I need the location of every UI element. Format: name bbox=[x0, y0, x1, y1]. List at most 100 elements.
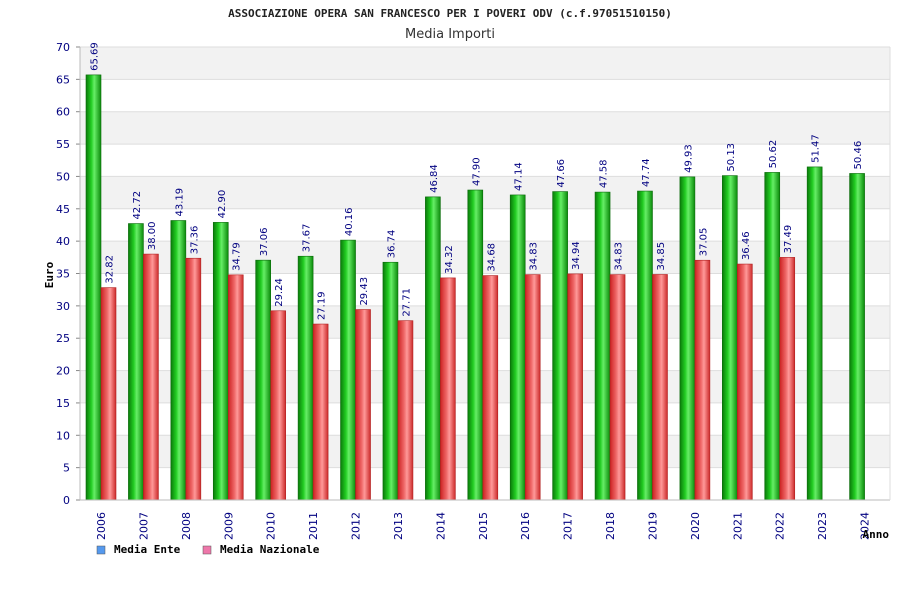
bar-media-ente-2015 bbox=[467, 189, 484, 501]
plot-band bbox=[80, 144, 890, 177]
data-label-media-ente-2023: 51.47 bbox=[811, 134, 822, 163]
y-tick-label: 25 bbox=[56, 332, 70, 345]
y-tick-label: 0 bbox=[63, 494, 70, 507]
data-label-media-nazionale-2020: 37.05 bbox=[698, 228, 709, 257]
data-label-media-nazionale-2013: 27.71 bbox=[401, 288, 412, 317]
bar-media-nazionale-2013 bbox=[397, 320, 414, 501]
y-axis-title: Euro bbox=[43, 261, 56, 288]
bar-media-ente-2019 bbox=[637, 190, 653, 501]
bar-media-nazionale-2008 bbox=[185, 257, 202, 501]
data-label-media-ente-2006: 65.69 bbox=[89, 42, 100, 71]
bar-media-ente-2006 bbox=[85, 74, 102, 501]
y-tick-label: 45 bbox=[56, 203, 70, 216]
x-tick-label-2011: 2011 bbox=[307, 512, 320, 540]
plot-band bbox=[80, 47, 890, 80]
bar-media-ente-2014 bbox=[425, 196, 441, 501]
bar-media-ente-2007 bbox=[128, 223, 144, 501]
x-tick-label-2008: 2008 bbox=[180, 512, 193, 540]
bar-media-nazionale-2016 bbox=[524, 274, 541, 501]
bar-media-nazionale-2007 bbox=[143, 253, 159, 501]
data-label-media-ente-2022: 50.62 bbox=[768, 140, 779, 169]
data-label-media-nazionale-2012: 29.43 bbox=[359, 277, 370, 306]
legend-swatch-media-nazionale bbox=[202, 545, 212, 555]
legend-swatch-media-ente bbox=[96, 545, 106, 555]
data-label-media-ente-2020: 49.93 bbox=[683, 144, 694, 173]
data-label-media-nazionale-2015: 34.68 bbox=[486, 243, 497, 272]
data-label-media-ente-2011: 37.67 bbox=[302, 224, 313, 253]
data-label-media-nazionale-2016: 34.83 bbox=[529, 242, 540, 271]
bar-media-ente-2010 bbox=[255, 259, 271, 501]
x-tick-label-2023: 2023 bbox=[816, 512, 829, 540]
x-tick-label-2015: 2015 bbox=[477, 512, 490, 540]
y-tick-label: 15 bbox=[56, 397, 70, 410]
x-tick-label-2012: 2012 bbox=[350, 512, 363, 540]
y-tick-label: 60 bbox=[56, 106, 70, 119]
plot-band bbox=[80, 176, 890, 209]
bar-media-ente-2021 bbox=[722, 175, 738, 501]
data-label-media-nazionale-2008: 37.36 bbox=[189, 226, 200, 255]
bar-media-nazionale-2015 bbox=[482, 275, 499, 501]
bar-media-nazionale-2020 bbox=[694, 259, 711, 501]
axes bbox=[79, 47, 891, 501]
bar-media-ente-2017 bbox=[552, 191, 568, 501]
bar-media-ente-2020 bbox=[679, 176, 696, 501]
bar-media-nazionale-2014 bbox=[440, 277, 456, 501]
data-label-media-ente-2016: 47.14 bbox=[514, 162, 525, 191]
data-label-media-ente-2018: 47.58 bbox=[599, 159, 610, 188]
y-tick-label: 70 bbox=[56, 41, 70, 54]
x-tick-label-2007: 2007 bbox=[137, 512, 150, 540]
data-label-media-nazionale-2006: 32.82 bbox=[105, 255, 116, 284]
x-tick-label-2010: 2010 bbox=[265, 512, 278, 540]
bar-media-nazionale-2019 bbox=[652, 274, 668, 501]
chart-title: ASSOCIAZIONE OPERA SAN FRANCESCO PER I P… bbox=[228, 7, 672, 20]
data-label-media-ente-2019: 47.74 bbox=[641, 158, 652, 187]
data-label-media-nazionale-2022: 37.49 bbox=[783, 225, 794, 254]
data-label-media-nazionale-2019: 34.85 bbox=[656, 242, 667, 271]
data-label-media-nazionale-2014: 34.32 bbox=[444, 245, 455, 274]
bar-media-ente-2012 bbox=[340, 239, 356, 501]
y-tick-label: 55 bbox=[56, 138, 70, 151]
x-tick-label-2018: 2018 bbox=[604, 512, 617, 540]
data-label-media-ente-2007: 42.72 bbox=[132, 191, 143, 220]
legend-label-media-ente: Media Ente bbox=[114, 543, 181, 556]
x-axis-ticks: 2006 2007 2008 2009 2010 2011 2012 2013 2014 2015… bbox=[95, 512, 872, 540]
bar-media-ente-2022 bbox=[764, 172, 781, 501]
x-axis-title: Anno bbox=[863, 528, 890, 541]
chart-subtitle: Media Importi bbox=[405, 27, 495, 42]
data-label-media-ente-2009: 42.90 bbox=[217, 190, 228, 219]
bar-media-nazionale-2022 bbox=[779, 257, 796, 501]
legend: Media Ente Media Nazionale bbox=[96, 543, 320, 556]
data-label-media-nazionale-2010: 29.24 bbox=[274, 278, 285, 307]
data-label-media-ente-2013: 36.74 bbox=[386, 230, 397, 259]
y-tick-label: 65 bbox=[56, 73, 70, 86]
data-label-media-ente-2021: 50.13 bbox=[726, 143, 737, 172]
bar-media-ente-2018 bbox=[594, 191, 611, 501]
bar-media-nazionale-2012 bbox=[355, 309, 371, 501]
bar-media-ente-2009 bbox=[212, 222, 229, 501]
data-label-media-ente-2017: 47.66 bbox=[556, 159, 567, 188]
y-tick-label: 20 bbox=[56, 365, 70, 378]
y-tick-label: 30 bbox=[56, 300, 70, 313]
data-label-media-nazionale-2017: 34.94 bbox=[571, 241, 582, 270]
data-label-media-ente-2012: 40.16 bbox=[344, 207, 355, 236]
x-tick-label-2020: 2020 bbox=[689, 512, 702, 540]
data-label-media-ente-2008: 43.19 bbox=[174, 188, 185, 217]
x-tick-label-2022: 2022 bbox=[774, 512, 787, 540]
x-tick-label-2014: 2014 bbox=[434, 512, 447, 540]
bar-media-nazionale-2017 bbox=[567, 273, 583, 501]
bar-media-ente-2008 bbox=[170, 220, 187, 501]
y-tick-label: 10 bbox=[56, 429, 70, 442]
plot-band bbox=[80, 111, 890, 145]
y-tick-label: 40 bbox=[56, 235, 70, 248]
data-label-media-nazionale-2007: 38.00 bbox=[147, 221, 158, 250]
bar-media-nazionale-2011 bbox=[312, 323, 329, 501]
bar-media-ente-2024 bbox=[849, 173, 865, 501]
data-label-media-nazionale-2018: 34.83 bbox=[614, 242, 625, 271]
bar-media-nazionale-2006 bbox=[100, 287, 117, 501]
y-axis-ticks: 0 5 10 15 20 25 30 35 40 45 50 55 60 65 70 bbox=[56, 41, 80, 507]
data-label-media-nazionale-2011: 27.19 bbox=[317, 291, 328, 320]
bar-media-nazionale-2009 bbox=[227, 274, 244, 501]
x-tick-label-2009: 2009 bbox=[222, 512, 235, 540]
bar-media-ente-2016 bbox=[509, 194, 526, 501]
